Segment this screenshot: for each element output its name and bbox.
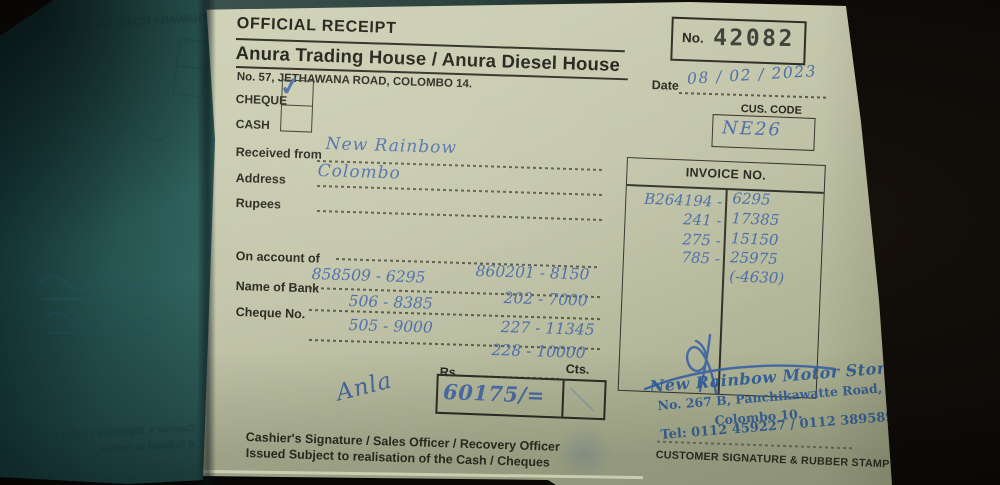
ink-stain	[556, 426, 612, 480]
ghost-line-1	[55, 150, 170, 152]
invoice-header: INVOICE NO.	[685, 165, 767, 183]
cheque-entry-5: 227 - 11345	[500, 318, 595, 339]
rupees-label: Rupees	[235, 196, 282, 212]
ghost-header-text: JETHAWANA ROAD, CO	[95, 11, 223, 31]
amount-box-divider	[561, 380, 565, 417]
address-line	[316, 185, 603, 196]
received-from-value: New Rainbow	[325, 134, 458, 159]
cheque-entry-1: 860201 - 8150	[475, 262, 590, 284]
ghost-handwriting-2	[39, 274, 153, 335]
receipt-no-box: No. 42082	[670, 16, 807, 66]
cheque-checkbox: ✓	[278, 71, 313, 107]
invoice-no-1: 241 -	[682, 210, 722, 230]
receipt-no-label: No.	[681, 30, 705, 46]
checkbox-group: ✓	[278, 71, 314, 133]
cashier-signature: Anla	[333, 367, 395, 407]
cheque-no-label: Cheque No.	[235, 305, 306, 322]
cheque-entry-2: 506 - 8385	[348, 292, 434, 313]
date-line	[678, 92, 829, 99]
address-value: Colombo	[317, 161, 402, 184]
customer-signature-flourish	[643, 333, 837, 395]
cheque-entry-4: 505 - 9000	[348, 316, 434, 337]
invoice-amt-3: 25975	[729, 248, 779, 269]
receipt-no-value: 42082	[712, 24, 796, 53]
cheque-tick: ✓	[277, 71, 303, 103]
invoice-amt-4: (-4630)	[728, 267, 785, 288]
cheque-entry-3: 202 - 7000	[503, 289, 589, 310]
on-account-label: On account of	[235, 249, 320, 266]
address-label: Address	[235, 171, 287, 187]
invoice-no-3: 785 -	[681, 248, 721, 268]
cus-code-value: NE26	[721, 117, 783, 141]
invoice-amt-0: 6295	[732, 189, 771, 209]
cts-stray-mark	[569, 387, 595, 412]
invoice-no-0: B264194 -	[643, 189, 723, 211]
customer-signature-caption: CUSTOMER SIGNATURE & RUBBER STAMP	[655, 449, 890, 471]
cts-label: Cts.	[565, 362, 590, 377]
ghost-handwriting-1	[67, 124, 175, 144]
cheque-entry-0: 858509 - 6295	[311, 265, 426, 287]
rupees-line	[316, 210, 603, 221]
company-address: No. 57, JETHAWANA ROAD, COLOMBO 14.	[236, 71, 473, 91]
amount-box: 60175/=	[435, 373, 607, 421]
official-receipt-title: OFFICIAL RECEIPT	[236, 15, 397, 38]
cheque-label: CHEQUE	[235, 92, 288, 108]
cash-label: CASH	[235, 117, 270, 133]
invoice-amt-2: 15150	[730, 229, 779, 250]
date-value: 08 / 02 / 2023	[686, 62, 818, 88]
pad-edge	[200, 0, 692, 10]
stamp-dotted-line	[657, 440, 853, 450]
cheque-entry-6: 228 - 10000	[491, 341, 586, 362]
date-label: Date	[651, 78, 680, 93]
bank-label: Name of Bank	[235, 279, 320, 296]
received-from-label: Received from	[235, 145, 323, 162]
ghost-checkbox	[172, 38, 210, 98]
invoice-amt-1: 17385	[731, 209, 780, 230]
amount-value: 60175/=	[442, 379, 546, 408]
cus-code-box: NE26	[711, 114, 816, 151]
